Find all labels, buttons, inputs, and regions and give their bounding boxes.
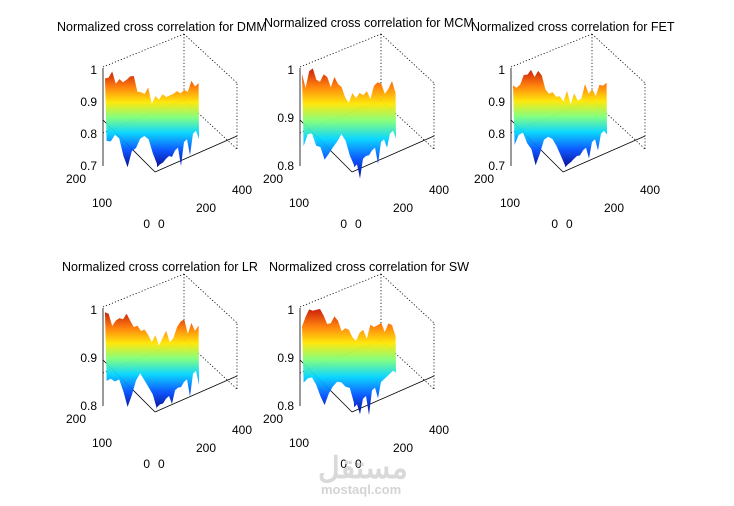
- box-edge-floor-right: [591, 99, 646, 150]
- box-edge-top-right: [380, 273, 435, 324]
- box-edge-top-left: [299, 273, 382, 308]
- y-tick-label: 100: [500, 196, 520, 210]
- box-edge-top-left: [102, 33, 185, 68]
- surface-plot: [105, 71, 199, 168]
- chart-panel-5: Normalized cross correlation for SW 1 0.9 0…: [263, 260, 469, 471]
- box-edge-floor-right: [380, 99, 435, 150]
- y-tick-label: 0: [143, 457, 150, 471]
- x-tick-label: 0: [355, 457, 362, 471]
- watermark: مستقل mostaql.com: [318, 452, 408, 497]
- z-tick-label: 1: [287, 303, 294, 317]
- x-axis-line: [154, 135, 238, 173]
- x-tick-label: 400: [232, 183, 252, 197]
- surface-plot: [302, 309, 396, 415]
- z-tick-label: 0.7: [80, 159, 97, 173]
- x-axis-line: [562, 135, 646, 173]
- watermark-latin: mostaql.com: [321, 482, 401, 497]
- surface-plot: [513, 69, 607, 168]
- x-tick-label: 400: [232, 423, 252, 437]
- box-edge-top-left: [510, 33, 593, 68]
- y-tick-label: 200: [263, 412, 283, 426]
- surface-plot: [302, 68, 396, 179]
- box-edge-floor-right: [183, 99, 238, 150]
- chart-panel-4: Normalized cross correlation for LR 1 0.9 0…: [62, 260, 258, 471]
- z-tick-label: 0.9: [80, 95, 97, 109]
- x-tick-label: 200: [196, 201, 216, 215]
- y-tick-label: 200: [66, 412, 86, 426]
- box-edge-top-right: [591, 33, 646, 84]
- z-tick-label: 0.8: [80, 399, 97, 413]
- z-tick-label: 0.9: [277, 351, 294, 365]
- chart-panel-3: Normalized cross correlation for FET 1 0.9…: [471, 20, 675, 231]
- x-tick-label: 0: [566, 217, 573, 231]
- y-tick-label: 0: [551, 217, 558, 231]
- z-tick-label: 0.7: [488, 159, 505, 173]
- z-tick-label: 0.9: [80, 351, 97, 365]
- z-tick-label: 1: [498, 63, 505, 77]
- y-tick-label: 100: [289, 196, 309, 210]
- x-tick-label: 400: [429, 423, 449, 437]
- x-tick-label: 0: [355, 217, 362, 231]
- x-tick-label: 0: [158, 217, 165, 231]
- z-tick-label: 1: [90, 63, 97, 77]
- chart-title: Normalized cross correlation for LR: [62, 260, 258, 274]
- chart-panel-2: Normalized cross correlation for MCM 1 0.9…: [263, 16, 474, 231]
- z-tick-label: 0.9: [277, 111, 294, 125]
- chart-title: Normalized cross correlation for FET: [471, 20, 675, 34]
- y-tick-label: 100: [289, 436, 309, 450]
- chart-title: Normalized cross correlation for SW: [269, 260, 469, 274]
- y-tick-label: 200: [474, 172, 494, 186]
- z-tick-label: 1: [90, 303, 97, 317]
- x-tick-label: 200: [393, 441, 413, 455]
- box-edge-top-right: [380, 33, 435, 84]
- x-tick-label: 0: [158, 457, 165, 471]
- surface-plot: [105, 312, 199, 410]
- box-edge-top-right: [183, 33, 238, 84]
- y-tick-label: 100: [92, 436, 112, 450]
- z-tick-label: 0.8: [277, 399, 294, 413]
- box-edge-top-left: [299, 33, 382, 68]
- z-tick-label: 0.8: [80, 127, 97, 141]
- x-axis-line: [351, 375, 435, 413]
- box-edge-floor-right: [380, 339, 435, 390]
- x-tick-label: 200: [196, 441, 216, 455]
- chart-panel-1: Normalized cross correlation for DMM 1 0.9…: [57, 20, 267, 231]
- z-tick-label: 0.8: [488, 127, 505, 141]
- y-tick-label: 0: [340, 457, 347, 471]
- y-tick-label: 200: [263, 172, 283, 186]
- chart-title: Normalized cross correlation for MCM: [264, 16, 474, 30]
- x-tick-label: 200: [604, 201, 624, 215]
- x-tick-label: 400: [640, 183, 660, 197]
- x-axis-line: [351, 135, 435, 173]
- z-tick-label: 0.8: [277, 159, 294, 173]
- z-tick-label: 0.9: [488, 95, 505, 109]
- y-tick-label: 200: [66, 172, 86, 186]
- y-tick-label: 0: [143, 217, 150, 231]
- x-axis-line: [154, 375, 238, 413]
- box-edge-top-right: [183, 273, 238, 324]
- box-edge-floor-right: [183, 339, 238, 390]
- x-tick-label: 400: [429, 183, 449, 197]
- x-tick-label: 200: [393, 201, 413, 215]
- watermark-arabic: مستقل: [318, 452, 408, 485]
- z-tick-label: 1: [287, 63, 294, 77]
- y-tick-label: 100: [92, 196, 112, 210]
- y-tick-label: 0: [340, 217, 347, 231]
- chart-title: Normalized cross correlation for DMM: [57, 20, 267, 34]
- box-edge-top-left: [102, 273, 185, 308]
